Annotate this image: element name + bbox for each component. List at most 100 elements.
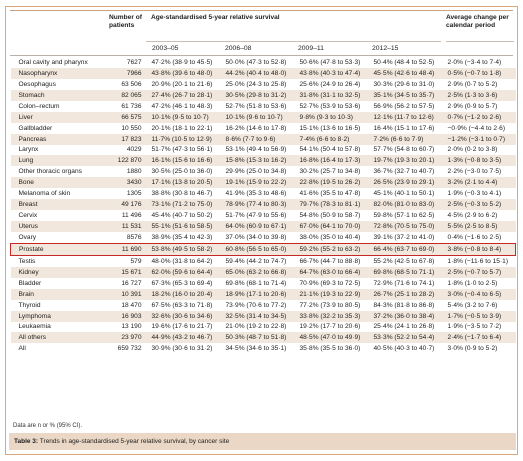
- cell-p2: 8·6% (7·7 to 9·6): [221, 133, 296, 145]
- cell-p4: 19·7% (19·3 to 20·1): [369, 155, 444, 167]
- cell-p3: 66·7% (44·7 to 88·8): [299, 257, 361, 265]
- cell-p4: 59·8% (57·1 to 62·5): [373, 212, 435, 220]
- cell-patients: 1880: [126, 168, 142, 176]
- cell-p2: 65·0% (63·2 to 66·8): [221, 266, 296, 278]
- cell-p3: 48·5% (47·0 to 49·9): [295, 332, 370, 344]
- header-patients: Number of patients: [109, 14, 142, 29]
- cell-p1: 53·8% (49·5 to 58·2): [147, 242, 222, 256]
- cell-p1: 44·9% (43·2 to 46·7): [147, 332, 222, 344]
- cell-p1: 10·1% (9·5 to 10·7): [147, 111, 222, 123]
- cell-p4: 72·9% (71·6 to 74·1): [373, 279, 435, 287]
- cell-p4: 36·7% (32·7 to 40·7): [373, 168, 435, 176]
- table-row: Leukaemia 13 190 19·6% (17·6 to 21·7) 21·0%…: [11, 322, 516, 333]
- cell-change: 0·7% (−1·2 to 2·6): [443, 111, 516, 123]
- cell-p1: 20·1% (18·1 to 22·1): [151, 124, 213, 132]
- cell-site: Oral cavity and pharynx: [18, 58, 88, 66]
- cell-site: All: [18, 345, 26, 353]
- table-row: Brain 10 391 18·2% (16·0 to 20·4) 18·9% (17…: [10, 288, 516, 300]
- cell-change: 2·5% (−0·3 to 5·2): [443, 199, 516, 211]
- cell-p3: 64·7% (63·0 to 66·4): [295, 266, 370, 278]
- cell-patients: 579: [130, 257, 142, 265]
- cell-p2: 34·5% (34·6 to 35·1): [225, 345, 287, 353]
- cell-p2: 29·9% (25·0 to 34·8): [225, 168, 287, 176]
- cell-change: −0·9% (−4·4 to 2·6): [447, 124, 506, 132]
- cell-patients: 23 970: [92, 332, 148, 344]
- cell-change: −1·2% (−3·1 to 0·7): [443, 133, 516, 145]
- cell-p3: 54·1% (50·4 to 57·8): [299, 146, 361, 154]
- cell-patients: 659 732: [117, 345, 142, 353]
- table-row: Breast 49 176 73·1% (71·2 to 75·0) 78·9% (7…: [10, 199, 516, 211]
- cell-p4: 45·5% (42·6 to 48·4): [369, 67, 444, 79]
- cell-patients: 13 190: [121, 323, 142, 331]
- cell-p3: 22·8% (19·5 to 26·2): [295, 177, 370, 189]
- cell-p3: 67·0% (64·1 to 70·0): [295, 221, 370, 232]
- table-row: Thyroid 18 470 67·5% (63·3 to 71·8) 73·9% (…: [11, 300, 516, 311]
- cell-site: Other thoracic organs: [18, 168, 82, 176]
- survival-table: Oral cavity and pharynx 7627 47·2% (38·9 t…: [10, 57, 516, 354]
- table-caption: Table 3: Trends in age-standardised 5-ye…: [9, 433, 516, 450]
- cell-site: Oesophagus: [18, 80, 56, 88]
- cell-p1: 30·9% (30·6 to 31·2): [151, 345, 213, 353]
- cell-patients: 16 727: [121, 279, 142, 287]
- cell-p3: 59·2% (55·2 to 63·2): [295, 242, 370, 256]
- cell-p4: 72·8% (70·5 to 75·0): [369, 221, 444, 232]
- cell-site: Nasopharynx: [10, 67, 93, 79]
- cell-p1: 17·1% (13·8 to 20·5): [147, 177, 222, 189]
- cell-p4: 82·0% (81·0 to 83·0): [369, 199, 444, 211]
- cell-p2: 37·0% (34·0 to 39·8): [225, 233, 287, 241]
- cell-p2: 44·2% (40·4 to 48·0): [221, 67, 296, 79]
- cell-change: 3·2% (2·1 to 4·4): [443, 177, 516, 189]
- cell-site: All others: [10, 332, 93, 344]
- cell-p1: 18·2% (16·0 to 20·4): [147, 288, 222, 300]
- cell-p4: 84·3% (81·8 to 86·8): [373, 301, 435, 309]
- cell-site: Larynx: [18, 146, 39, 154]
- table-row: All 659 732 30·9% (30·6 to 31·2) 34·5% (34·…: [11, 343, 516, 354]
- cell-change: 2·5% (−0·7 to 5·7): [443, 266, 516, 278]
- cell-change: 1·7% (−0·5 to 3·9): [443, 310, 516, 322]
- cell-p2: 60·8% (56·5 to 65·0): [221, 242, 296, 256]
- cell-patients: 17 823: [92, 133, 148, 145]
- cell-patients: 15 671: [92, 266, 148, 278]
- table-row: Bone 3430 17·1% (13·8 to 20·5) 19·1% (15·9 …: [10, 177, 516, 189]
- cell-patients: 11 531: [92, 221, 148, 232]
- table-frame: Number of patients Age-standardised 5-ye…: [5, 6, 518, 455]
- cell-p3: 7·4% (6·6 to 8·2): [295, 133, 370, 145]
- cell-p1: 16·1% (15·6 to 16·6): [147, 155, 222, 167]
- cell-patients: 11 496: [121, 212, 142, 220]
- cell-p1: 51·7% (47·3 to 56·1): [151, 146, 213, 154]
- cell-site: Testis: [18, 257, 36, 265]
- cell-p3: 43·8% (40·3 to 47·4): [295, 67, 370, 79]
- cell-p2: 50·3% (48·7 to 51·8): [221, 332, 296, 344]
- cell-patients: 8576: [126, 233, 142, 241]
- cell-patients: 49 176: [92, 199, 148, 211]
- cell-p3: 31·8% (31·1 to 32·5): [295, 89, 370, 101]
- period-3: 2009–11: [298, 45, 324, 52]
- cell-change: 1·3% (−0·8 to 3·5): [443, 155, 516, 167]
- cell-patients: 7966: [92, 67, 148, 79]
- cell-change: 0·5% (−0·7 to 1·8): [443, 67, 516, 79]
- cell-p1: 55·1% (51·6 to 58·5): [147, 221, 222, 232]
- cell-p2: 30·5% (29·8 to 31·2): [221, 89, 296, 101]
- caption-text: Table 3: Trends in age-standardised 5-ye…: [14, 438, 229, 445]
- cell-change: 1·8% (1·0 to 2·5): [447, 279, 498, 287]
- cell-site: Kidney: [10, 266, 93, 278]
- cell-change: 2·2% (−3·0 to 7·5): [447, 168, 502, 176]
- cell-change: 3·8% (−0·8 to 8·4): [443, 242, 516, 256]
- header-average-change: Average change per calendar period: [446, 14, 509, 29]
- cell-change: 1·8% (−11·6 to 15·1): [447, 257, 509, 265]
- cell-p4: 26·7% (25·1 to 28·2): [369, 288, 444, 300]
- period-1: 2003–05: [152, 45, 179, 52]
- survival-table-body: Oral cavity and pharynx 7627 47·2% (38·9 t…: [10, 57, 516, 354]
- cell-site: Pancreas: [10, 133, 93, 145]
- cell-p2: 32·5% (31·4 to 34·5): [221, 310, 296, 322]
- header-bottom-rule: [10, 55, 513, 56]
- cell-p1: 45·4% (40·7 to 50·2): [151, 212, 213, 220]
- table-row: Kidney 15 671 62·0% (59·6 to 64·4) 65·0% (6…: [10, 266, 516, 278]
- cell-p1: 43·8% (39·6 to 48·0): [147, 67, 222, 79]
- cell-site: Brain: [10, 288, 93, 300]
- cell-p3: 9·8% (9·3 to 10·3): [295, 111, 370, 123]
- cell-p2: 78·9% (77·4 to 80·3): [221, 199, 296, 211]
- cell-patients: 1305: [126, 190, 142, 198]
- cell-p4: 37·2% (36·0 to 38·4): [369, 310, 444, 322]
- change-subrule: [446, 41, 514, 42]
